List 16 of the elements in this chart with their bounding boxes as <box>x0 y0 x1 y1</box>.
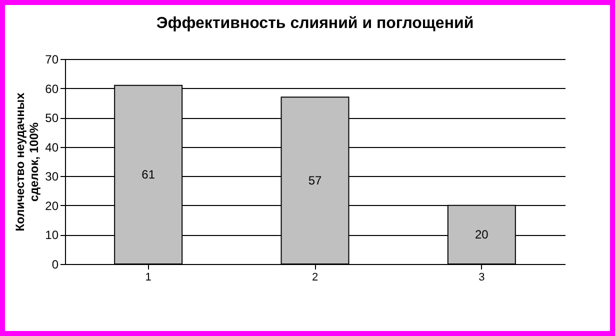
chart-title: Эффективность слияний и поглощений <box>156 15 474 32</box>
data-label: 57 <box>308 174 322 188</box>
y-tick-label: 20 <box>45 198 59 213</box>
y-tick-label: 10 <box>45 228 59 242</box>
y-tick-label: 30 <box>45 170 59 184</box>
data-label: 20 <box>474 228 489 242</box>
x-tick-label: 3 <box>478 272 485 284</box>
y-axis-title: Количество неудачных сделок, 100% <box>13 92 42 232</box>
y-tick-label: 70 <box>45 52 59 66</box>
y-tick-label: 60 <box>45 82 59 96</box>
y-tick-label: 50 <box>45 111 59 126</box>
x-tick-label: 2 <box>312 272 318 284</box>
y-tick-label: 0 <box>52 258 59 272</box>
data-label: 61 <box>142 168 156 182</box>
x-tick-label: 1 <box>145 272 152 284</box>
y-tick-label: 40 <box>45 140 59 154</box>
